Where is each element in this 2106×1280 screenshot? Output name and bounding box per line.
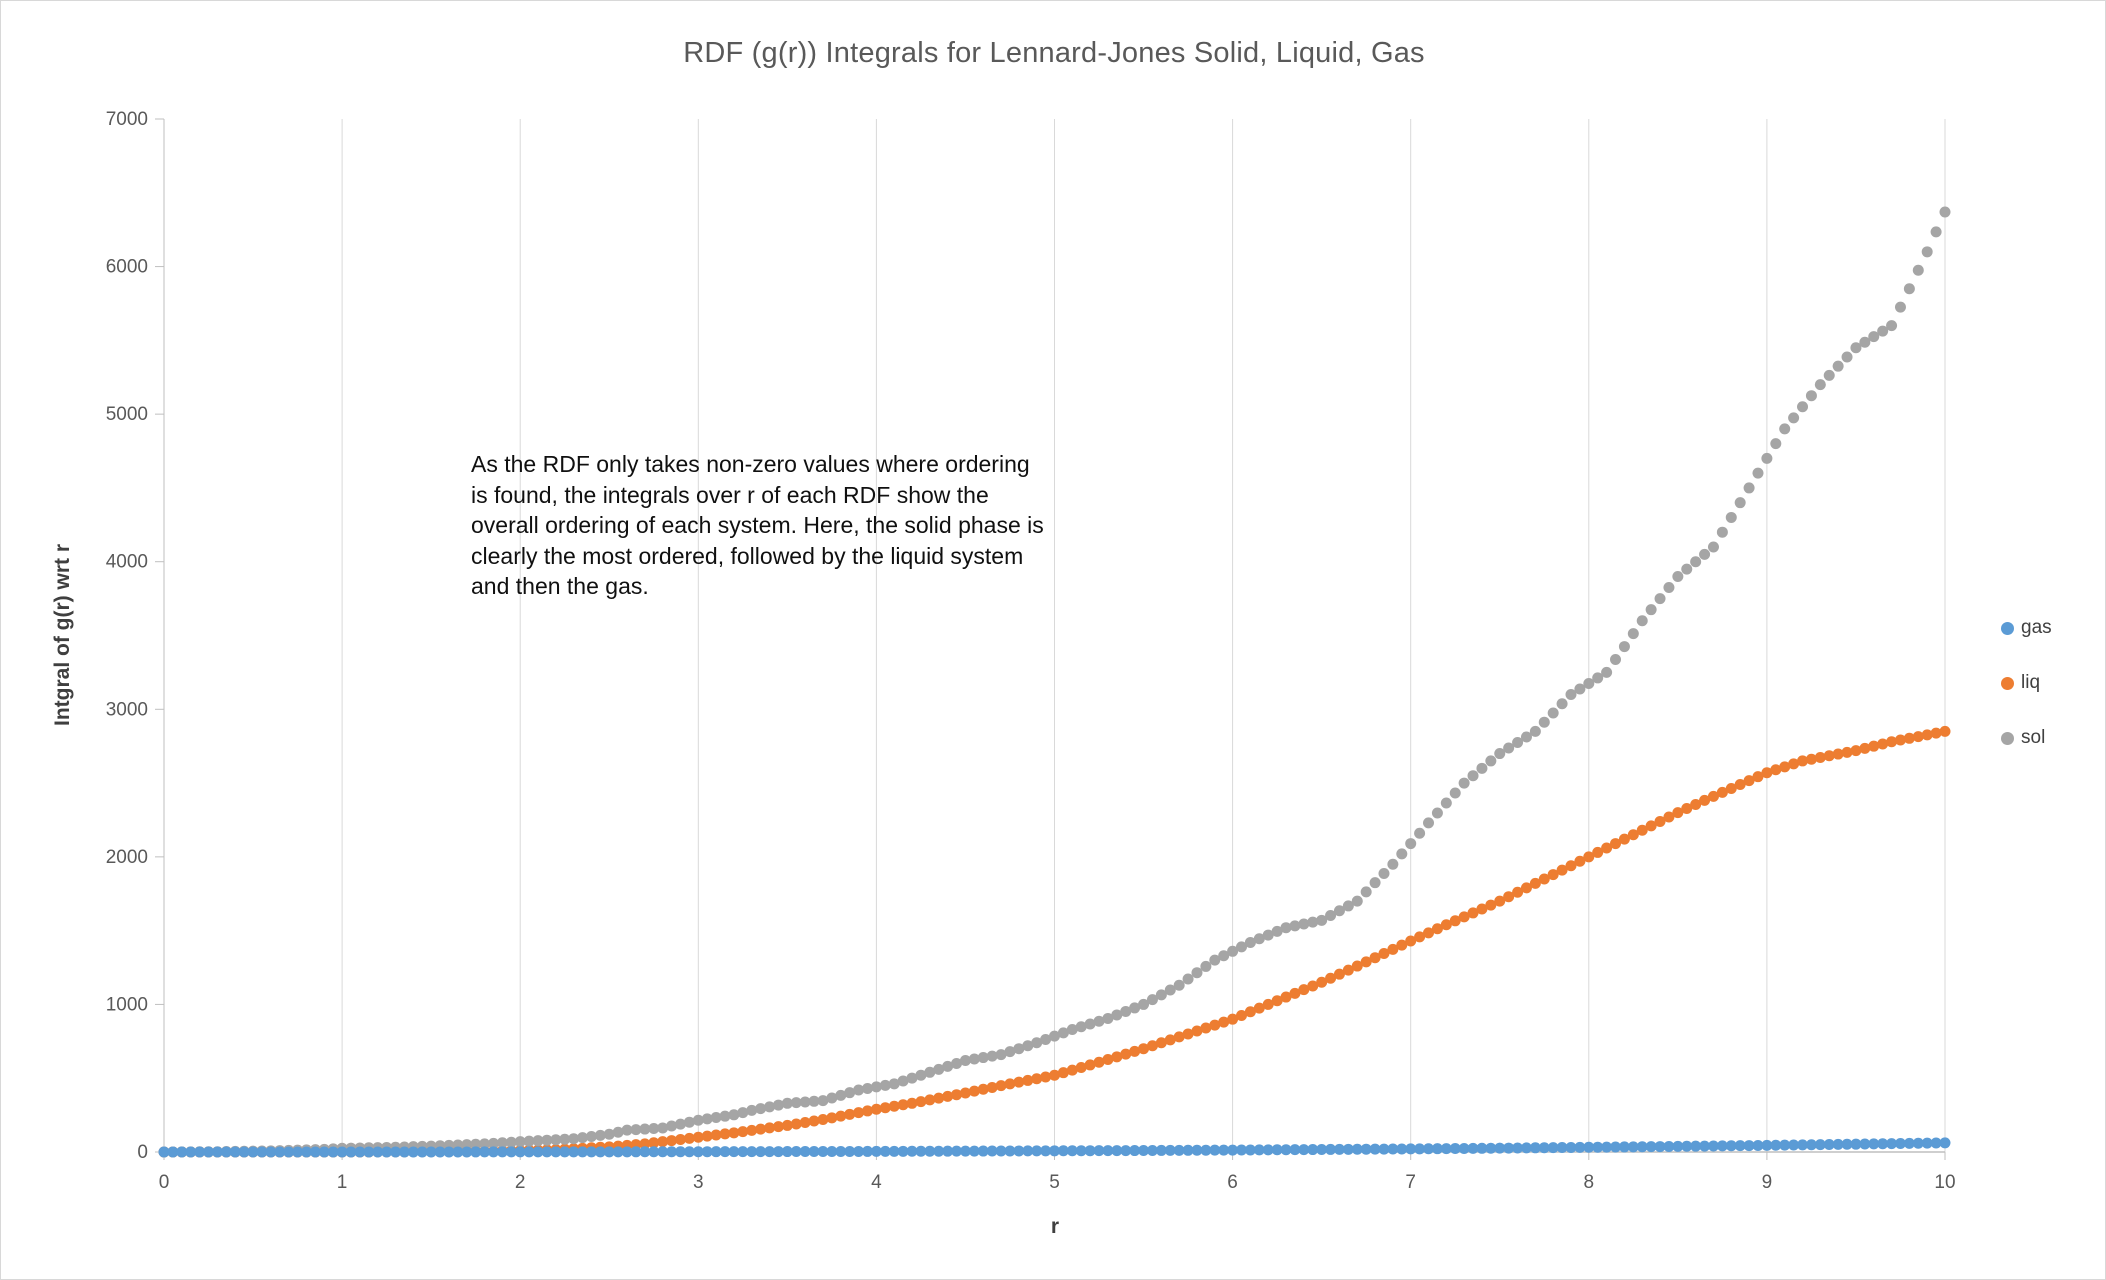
svg-text:7: 7 [1405, 1172, 1416, 1193]
svg-text:4000: 4000 [106, 552, 148, 573]
svg-text:0: 0 [159, 1172, 170, 1193]
annotation-text: As the RDF only takes non-zero values wh… [471, 451, 1044, 600]
y-axis-title: Intgral of g(r) wrt r [51, 544, 74, 726]
x-tick-labels: 0 1 2 3 4 5 6 7 8 9 10 [159, 1172, 1956, 1193]
series-gas [158, 1137, 1951, 1158]
svg-text:7000: 7000 [106, 109, 148, 130]
svg-text:9: 9 [1762, 1172, 1773, 1193]
svg-text:1: 1 [337, 1172, 348, 1193]
legend-item-sol: sol [2001, 727, 2052, 749]
svg-text:2000: 2000 [106, 847, 148, 868]
svg-text:6000: 6000 [106, 257, 148, 278]
svg-text:5: 5 [1049, 1172, 1060, 1193]
legend-label-gas: gas [2021, 617, 2052, 638]
liq-marker-icon [2001, 676, 2014, 690]
svg-text:4: 4 [871, 1172, 882, 1193]
sol-marker-icon [2001, 731, 2014, 745]
legend-label-sol: sol [2021, 727, 2046, 748]
gridlines [163, 119, 1946, 1152]
legend-item-liq: liq [2001, 672, 2052, 694]
legend-label-liq: liq [2021, 672, 2041, 693]
svg-text:6: 6 [1227, 1172, 1238, 1193]
svg-text:8: 8 [1584, 1172, 1595, 1193]
legend: gas liq sol [2001, 617, 2052, 749]
chart-title: RDF (g(r)) Integrals for Lennard-Jones S… [683, 37, 1425, 69]
svg-text:3: 3 [693, 1172, 704, 1193]
svg-text:10: 10 [1934, 1172, 1955, 1193]
svg-text:5000: 5000 [106, 404, 148, 425]
tick-marks [155, 118, 1946, 1160]
svg-text:0: 0 [137, 1142, 148, 1163]
y-tick-labels: 0 1000 2000 3000 4000 5000 6000 7000 [106, 109, 148, 1163]
legend-item-gas: gas [2001, 617, 2052, 639]
svg-text:3000: 3000 [106, 699, 148, 720]
series-liq [158, 725, 1951, 1158]
gas-marker-icon [2001, 621, 2014, 635]
x-axis-title: r [1050, 1215, 1060, 1238]
svg-text:1000: 1000 [106, 994, 148, 1015]
svg-text:2: 2 [515, 1172, 526, 1193]
